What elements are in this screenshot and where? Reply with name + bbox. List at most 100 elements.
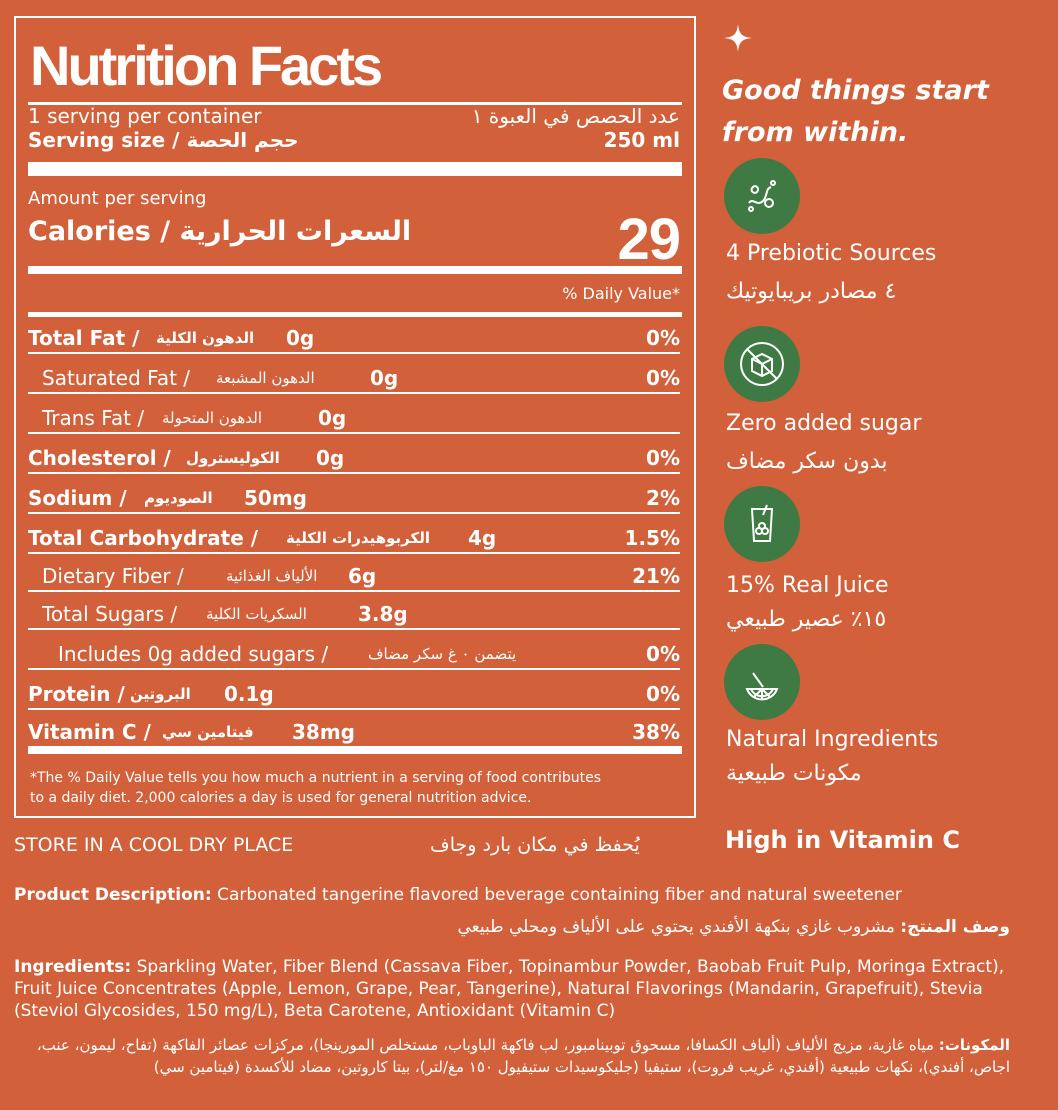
calories-label: Calories / السعرات الحرارية [28,216,412,247]
nutrient-name-ar: الصوديوم [144,489,213,507]
nutrient-amount: 38mg [292,720,355,744]
nutrient-amount: 0g [316,446,345,470]
calories-value: 29 [617,207,681,272]
row-divider [28,392,680,394]
nutrition-facts-panel: Nutrition Facts 1 serving per container … [14,16,696,818]
divider [28,312,682,317]
nutrient-daily-value: 38% [632,720,680,744]
serving-size-label: Serving size / حجم الحصة [28,128,299,152]
ingredients-ar: المكونات: مياه غازية، مزيج الألياف (أليا… [14,1034,1010,1078]
nutrient-row: Trans Fat / الدهون المتحولة 0g [28,398,680,434]
nutrient-row: Total Fat / الدهون الكلية 0g 0% [28,318,680,354]
citrus-slice-icon [745,672,779,701]
nutrient-amount: 0g [318,406,347,430]
nutrient-name-ar: الكوليسترول [186,449,280,467]
row-divider [28,352,680,354]
row-divider [28,668,680,670]
tagline: Good things start from within. [722,70,989,154]
thick-divider [28,746,682,754]
sparkle-icon [724,24,752,52]
row-divider [28,552,680,554]
nutrient-daily-value: 0% [646,642,680,666]
nutrient-name: Cholesterol / [28,446,171,470]
nutrient-row: Saturated Fat / الدهون المشبعة 0g 0% [28,358,680,394]
nutrient-row: Includes 0g added sugars / يتضمن ٠ غ سكر … [28,634,680,670]
nutrient-name-ar: فيتامين سي [162,723,254,741]
natural-badge [724,644,800,720]
daily-value-footnote: *The % Daily Value tells you how much a … [30,768,601,808]
amount-per-serving: Amount per serving [28,188,207,209]
nutrient-row: Total Sugars / السكريات الكلية 3.8g [28,594,680,630]
nutrient-name: Protein / [28,682,125,706]
storage-instruction-ar: يُحفظ في مكان بارد وجاف [430,834,640,856]
nutrient-name-ar: الدهون الكلية [156,329,255,347]
servings-per-container-ar: عدد الحصص في العبوة ١ [471,104,680,128]
tagline-line: from within. [722,117,909,148]
nutrient-row: Sodium / الصوديوم 50mg 2% [28,478,680,514]
description-text: Carbonated tangerine flavored beverage c… [211,885,902,905]
high-in-vitamin-c: High in Vitamin C [725,826,960,854]
nutrient-name-ar: يتضمن ٠ غ سكر مضاف [368,645,517,663]
nutrient-amount: 3.8g [358,602,408,626]
footnote-line: to a daily diet. 2,000 calories a day is… [30,790,532,806]
nutrient-amount: 0g [286,326,315,350]
ingredients-text-ar: مياه غازية، مزيج الألياف (ألياف الكسافا،… [36,1036,1010,1076]
nutrient-name: Includes 0g added sugars / [58,642,329,666]
nutrient-amount: 6g [348,564,377,588]
row-divider [28,432,680,434]
nutrient-row: Cholesterol / الكوليسترول 0g 0% [28,438,680,474]
prebiotic-badge [724,158,800,234]
description-text-ar: مشروب غازي بنكهة الأفندي يحتوي على الألي… [457,917,901,937]
divider [28,102,682,105]
row-divider [28,628,680,630]
no-sugar-badge [724,326,800,402]
nutrient-name: Total Carbohydrate / [28,526,259,550]
nutrient-name-ar: الكربوهيدرات الكلية [286,529,430,547]
nutrient-name: Vitamin C / [28,720,151,744]
thick-divider [28,266,682,274]
description-label: Product Description: [14,885,212,905]
nutrition-title: Nutrition Facts [30,34,383,97]
tagline-line: Good things start [722,75,989,106]
row-divider [28,472,680,474]
nutrient-row: Protein / البروتين 0.1g 0% [28,674,680,710]
description-label-ar: وصف المنتج: [900,917,1010,937]
nutrient-name-ar: السكريات الكلية [206,605,307,623]
nutrient-name-ar: الدهون المشبعة [216,369,315,387]
nutrient-daily-value: 0% [646,326,680,350]
feature-label: Zero added sugar [726,411,922,436]
row-divider [28,590,680,592]
nutrient-name: Saturated Fat / [42,366,191,390]
nutrient-daily-value: 0% [646,682,680,706]
juice-glass-icon [750,504,774,542]
nutrient-row: Vitamin C / فيتامين سي 38mg 38% [28,712,680,748]
nutrient-amount: 50mg [244,486,307,510]
nutrient-daily-value: 0% [646,366,680,390]
nutrient-name: Sodium / [28,486,127,510]
nutrient-name: Total Fat / [28,326,140,350]
feature-label-ar: مكونات طبيعية [726,761,862,786]
feature-label-ar: ١٥٪ عصير طبيعي [726,607,887,632]
servings-per-container: 1 serving per container [28,104,262,128]
nutrient-daily-value: 1.5% [624,526,680,550]
nutrient-daily-value: 2% [646,486,680,510]
nutrient-name-ar: الدهون المتحولة [162,409,263,427]
daily-value-header: % Daily Value* [562,284,680,303]
ingredients-text: Sparkling Water, Fiber Blend (Cassava Fi… [14,957,1005,1021]
prebiotic-icon [748,180,776,212]
product-description: Product Description: Carbonated tangerin… [14,884,1018,906]
footnote-line: *The % Daily Value tells you how much a … [30,770,602,786]
juice-badge [724,486,800,562]
ingredients: Ingredients: Sparkling Water, Fiber Blen… [14,956,1018,1022]
feature-label: 4 Prebiotic Sources [726,241,937,266]
nutrient-daily-value: 21% [632,564,680,588]
storage-instruction: STORE IN A COOL DRY PLACE [14,834,294,856]
nutrient-name: Total Sugars / [42,602,178,626]
feature-label: 15% Real Juice [726,573,889,598]
nutrient-name-ar: البروتين [130,685,191,703]
serving-size-value: 250 ml [603,128,680,152]
row-divider [28,512,680,514]
ingredients-label-ar: المكونات: [938,1036,1010,1054]
nutrient-amount: 0.1g [224,682,274,706]
nutrient-row: Total Carbohydrate / الكربوهيدرات الكلية 4… [28,518,680,554]
